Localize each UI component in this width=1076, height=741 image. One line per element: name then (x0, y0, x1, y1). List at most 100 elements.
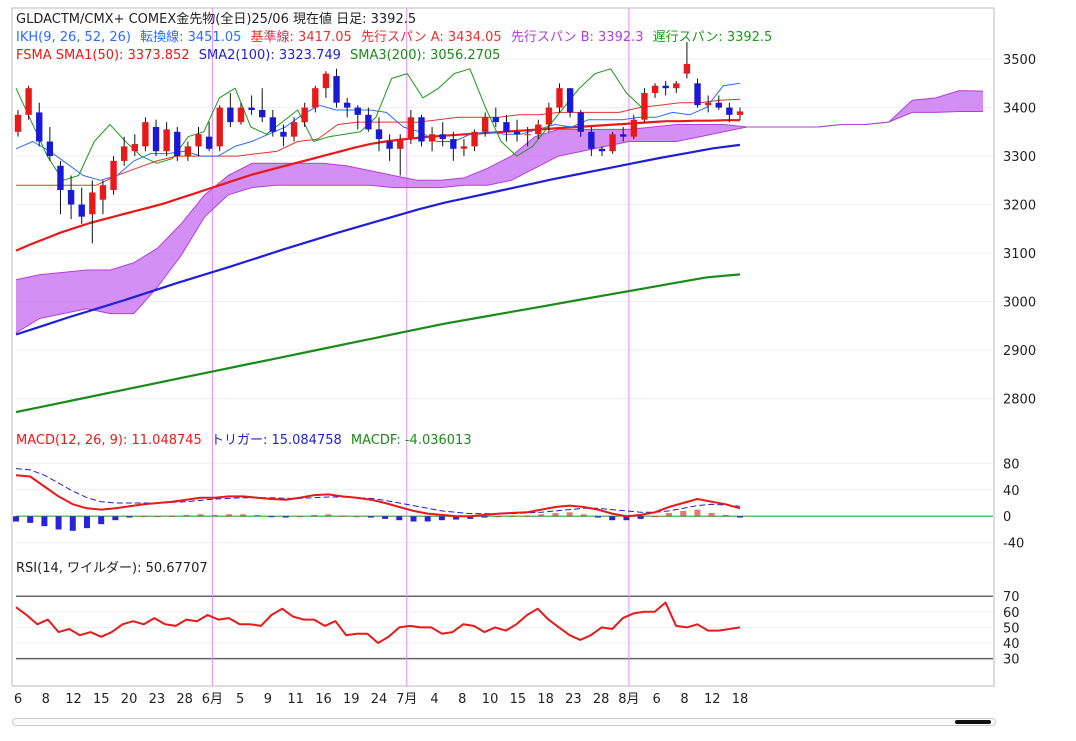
macdf-bar-33 (481, 516, 488, 518)
x-tick-label-25: 12 (704, 692, 721, 707)
macdf-bar-9 (140, 516, 147, 518)
candle-body-49 (535, 124, 542, 135)
candle-body-57 (620, 134, 627, 137)
macdf-bar-3 (55, 516, 62, 530)
price-y-tick-2: 3300 (1003, 150, 1036, 165)
x-tick-label-17: 10 (482, 692, 499, 707)
candle-body-18 (205, 136, 213, 149)
candle-body-39 (428, 134, 436, 142)
candle-body-14 (163, 129, 170, 152)
fsma-sma2: SMA2(100): 3323.749 (199, 48, 341, 63)
macdf-bar-15 (225, 514, 232, 517)
price-y-tick-3: 3200 (1003, 199, 1036, 214)
candle-body-26 (290, 122, 298, 137)
candle-body-68 (736, 111, 744, 115)
macdf-bar-7 (112, 516, 119, 521)
horizontal-scrollbar[interactable] (12, 718, 996, 726)
candle-body-25 (280, 131, 287, 137)
candle-body-63 (683, 63, 691, 74)
x-tick-label-21: 28 (593, 692, 610, 707)
rsi-y-tick-3: 40 (1003, 637, 1020, 652)
macdf-bar-48 (694, 509, 701, 517)
price-y-tick-5: 3000 (1003, 296, 1036, 311)
scrollbar-thumb[interactable] (955, 720, 991, 724)
candle-body-7 (89, 192, 96, 215)
candle-body-50 (545, 107, 553, 125)
x-tick-label-5: 23 (149, 692, 166, 707)
candle-body-58 (630, 119, 638, 137)
macdf-bar-27 (396, 516, 403, 521)
candle-body-30 (333, 76, 340, 103)
month-lines (211, 8, 630, 686)
candle-body-56 (609, 134, 616, 152)
macdf-bar-24 (353, 516, 360, 518)
candle-body-28 (312, 88, 319, 108)
macdf-bar-23 (339, 515, 346, 517)
price-y-tick-4: 3100 (1003, 247, 1036, 262)
candle-body-20 (227, 107, 234, 123)
x-tick-label-16: 8 (458, 692, 466, 707)
macdf-bar-34 (495, 516, 502, 518)
candle-body-47 (513, 131, 521, 135)
candle-body-5 (67, 190, 75, 205)
macdf-bar-13 (197, 514, 204, 517)
rsi-y-tick-0: 70 (1003, 590, 1020, 605)
x-tick-label-9: 9 (264, 692, 272, 707)
macdf-bar-21 (311, 514, 318, 517)
macdf-bar-29 (424, 516, 431, 522)
x-tick-label-10: 11 (287, 692, 304, 707)
candle-body-22 (248, 107, 255, 110)
macdf-bar-49 (708, 512, 715, 517)
candle-body-33 (365, 114, 372, 130)
macd-y-tick-1: 40 (1003, 484, 1020, 499)
macdf-bar-18 (268, 516, 275, 518)
plot-frame (11, 7, 995, 687)
candle-body-0 (14, 114, 22, 132)
macdf-bar-38 (552, 512, 559, 517)
candle-body-41 (450, 139, 457, 149)
candle-body-23 (259, 110, 266, 118)
candle-body-13 (152, 126, 160, 152)
x-tick-label-7: 6月 (202, 692, 223, 707)
candle-body-2 (36, 112, 43, 142)
rsi-panel (15, 601, 741, 644)
candle-body-4 (57, 165, 64, 190)
macdf-bar-17 (254, 514, 261, 517)
candle-body-52 (566, 88, 574, 113)
macdf-bar-35 (509, 515, 516, 517)
price-y-tick-6: 2900 (1003, 344, 1036, 359)
ikh-chikou: 遅行スパン: 3392.5 (653, 30, 773, 45)
macdf-bar-40 (580, 514, 587, 517)
x-tick-label-8: 5 (236, 692, 244, 707)
macd-y-tick-2: 0 (1003, 510, 1011, 525)
candle-body-36 (397, 139, 404, 149)
indicator-lines (15, 68, 741, 414)
candle-body-27 (301, 107, 308, 123)
macdf-bar-0 (13, 516, 19, 522)
candle-body-11 (131, 143, 138, 152)
macd-legend: MACD(12, 26, 9): 11.048745 トリガー: 15.0847… (16, 433, 472, 448)
rsi-line (15, 601, 741, 644)
candle-body-6 (78, 204, 85, 217)
grid (16, 58, 993, 660)
ikh-kijun: 基準線: 3417.05 (251, 29, 352, 45)
macdf-bar-5 (83, 516, 90, 529)
x-tick-label-20: 23 (565, 692, 582, 707)
macdf-bar-26 (382, 516, 389, 519)
macdf-value: MACDF: -4.036013 (351, 433, 472, 448)
macd-panel (13, 468, 743, 531)
candle-body-32 (354, 107, 361, 115)
macdf-bar-32 (467, 516, 474, 519)
candle-body-64 (694, 83, 701, 106)
x-tick-label-15: 4 (430, 692, 438, 707)
candle-body-1 (25, 88, 32, 115)
macdf-bar-10 (154, 516, 161, 518)
macdf-bar-25 (367, 516, 374, 518)
candle-body-51 (556, 88, 563, 108)
candle-body-45 (492, 117, 499, 123)
chikou-line (15, 68, 643, 181)
trigger-line (15, 468, 741, 515)
macdf-bar-20 (296, 516, 303, 518)
macdf-bar-42 (609, 516, 616, 521)
ikh-span-b: 先行スパン B: 3392.3 (511, 30, 644, 45)
